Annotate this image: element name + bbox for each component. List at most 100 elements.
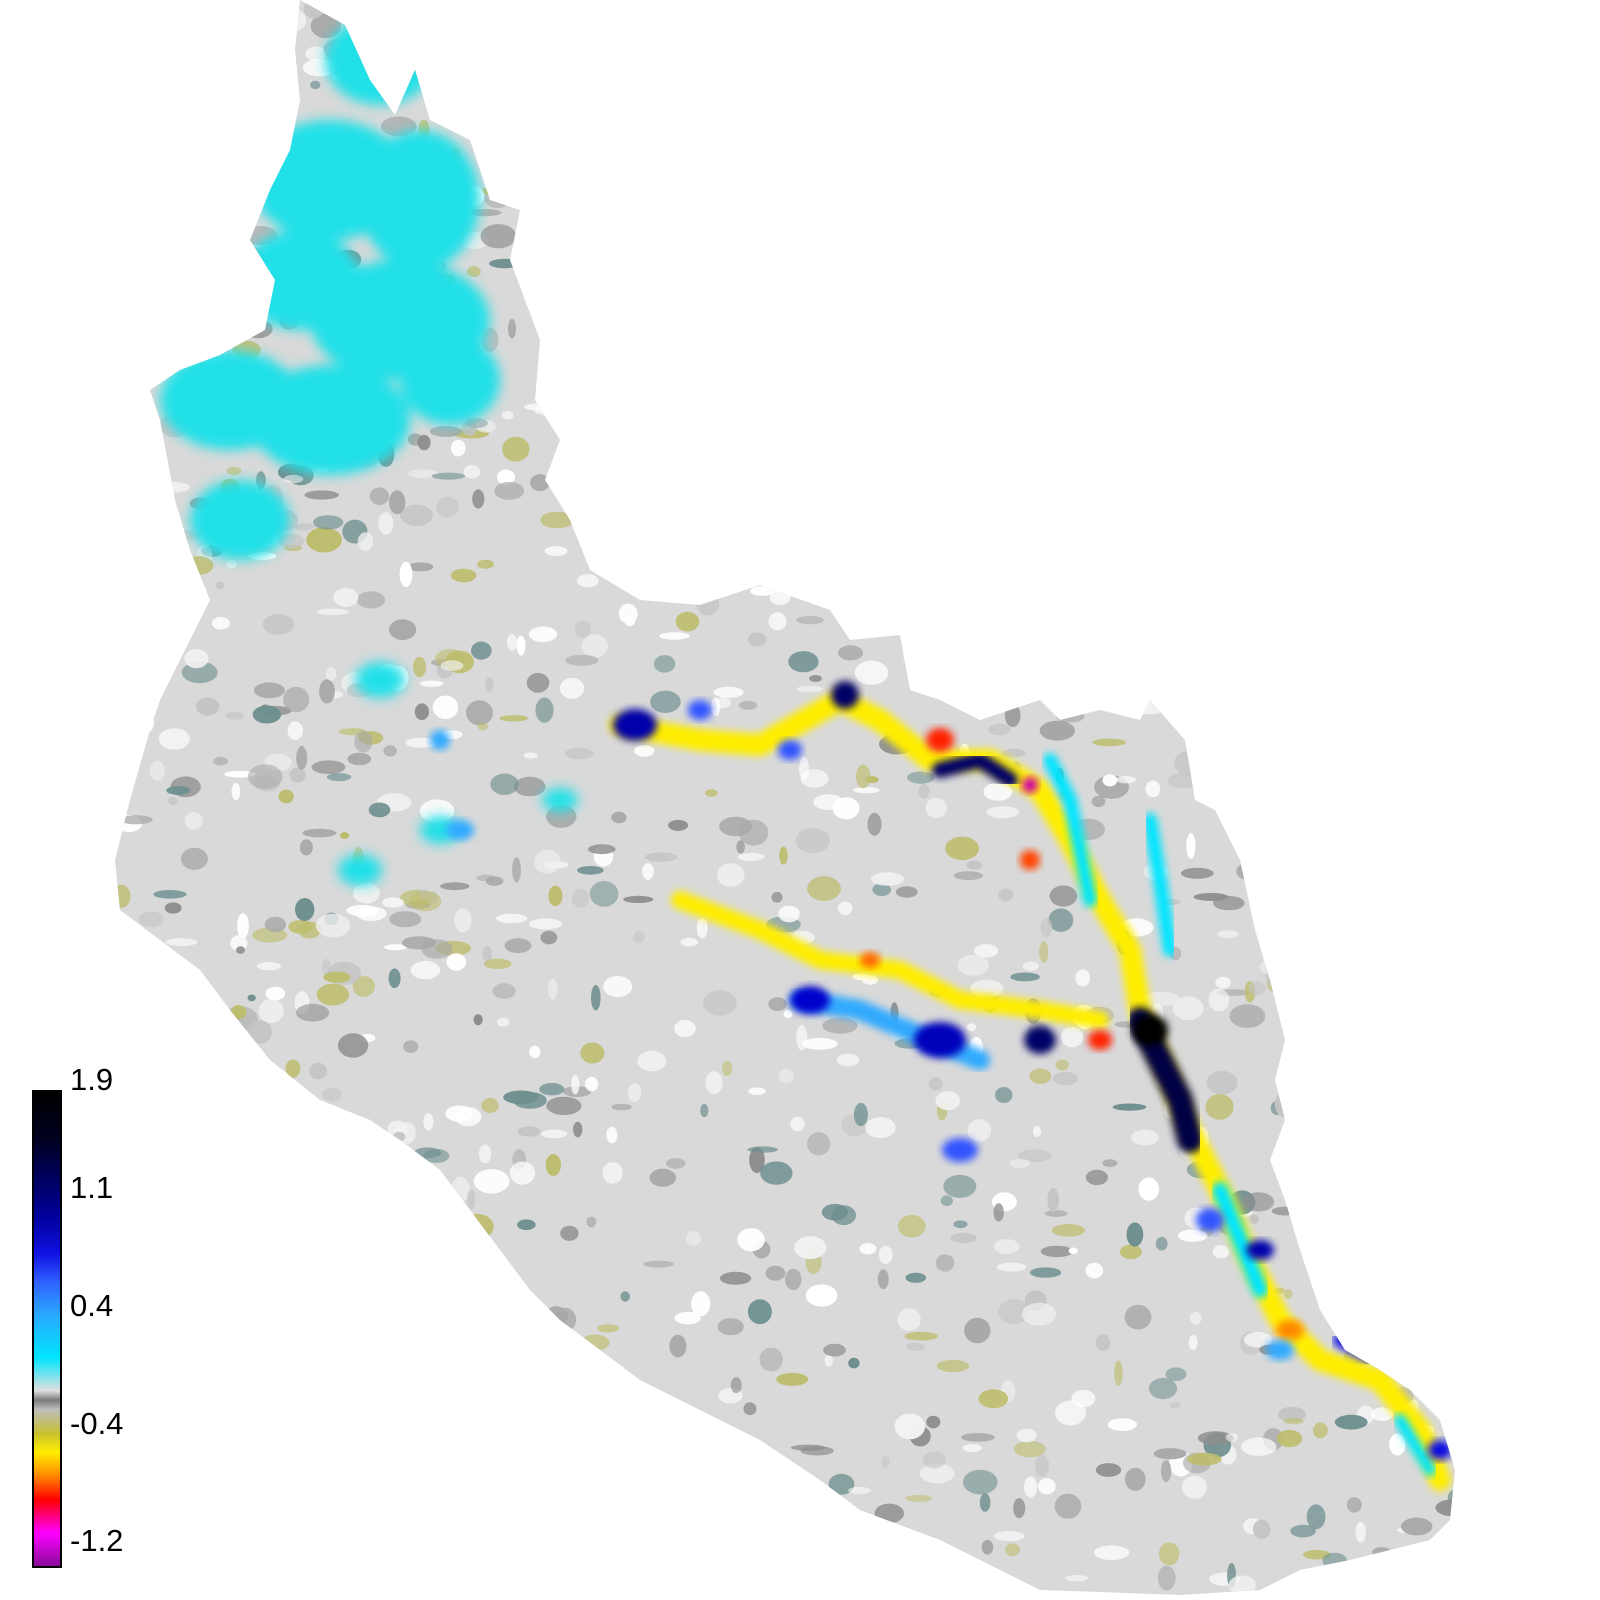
- texture-blob: [264, 916, 287, 933]
- texture-blob: [728, 1588, 761, 1595]
- texture-blob: [216, 1261, 250, 1275]
- texture-blob: [296, 745, 308, 770]
- texture-blob: [655, 1461, 679, 1487]
- texture-blob: [1398, 511, 1420, 528]
- texture-blob: [1433, 15, 1455, 36]
- texture-blob: [1195, 226, 1211, 244]
- texture-blob: [666, 1158, 686, 1169]
- texture-blob: [922, 1451, 946, 1469]
- texture-blob: [624, 102, 657, 117]
- texture-blob: [597, 1324, 620, 1333]
- texture-blob: [853, 1102, 868, 1127]
- texture-blob: [115, 1268, 134, 1276]
- texture-blob: [461, 33, 478, 56]
- texture-blob: [138, 911, 164, 927]
- texture-blob: [1075, 550, 1107, 571]
- colorbar-tick-low: -0.4: [70, 1406, 124, 1441]
- texture-blob: [1284, 391, 1314, 409]
- texture-blob: [914, 315, 924, 323]
- texture-blob: [1157, 1565, 1176, 1591]
- cyan-upland-layer: [160, 15, 578, 886]
- texture-blob: [809, 675, 822, 682]
- texture-blob: [1246, 70, 1281, 78]
- texture-blob: [1108, 273, 1137, 280]
- texture-blob: [1401, 1517, 1433, 1536]
- texture-blob: [1331, 817, 1351, 828]
- texture-blob: [254, 1300, 279, 1309]
- texture-blob: [382, 897, 405, 908]
- texture-blob: [1326, 1098, 1359, 1113]
- texture-blob: [205, 1177, 223, 1195]
- texture-blob: [1463, 1046, 1477, 1065]
- texture-blob: [878, 1246, 893, 1264]
- texture-blob: [1297, 742, 1317, 754]
- texture-blob: [544, 546, 568, 556]
- texture-blob: [119, 815, 153, 825]
- texture-blob: [564, 747, 594, 760]
- texture-blob: [123, 1283, 159, 1301]
- texture-blob: [778, 1068, 794, 1084]
- texture-blob: [540, 511, 574, 529]
- texture-blob: [643, 1260, 674, 1268]
- texture-blob: [308, 1377, 329, 1392]
- texture-blob: [1212, 1245, 1230, 1259]
- texture-blob: [1021, 472, 1057, 487]
- texture-blob: [1119, 1244, 1142, 1260]
- texture-blob: [1001, 748, 1026, 758]
- texture-blob: [321, 1274, 333, 1288]
- texture-blob: [925, 797, 947, 819]
- texture-blob: [853, 787, 880, 794]
- texture-blob: [1437, 1031, 1455, 1053]
- texture-blob: [398, 1424, 408, 1442]
- texture-blob: [1290, 718, 1300, 744]
- texture-blob: [717, 863, 745, 887]
- texture-blob: [263, 1231, 288, 1245]
- texture-blob: [294, 1213, 316, 1234]
- texture-blob: [277, 8, 307, 33]
- texture-blob: [1265, 458, 1297, 468]
- texture-blob: [988, 723, 1011, 736]
- texture-blob: [849, 179, 863, 202]
- texture-blob: [674, 1019, 696, 1038]
- colorbar-tick-high: 1.1: [70, 1170, 114, 1205]
- texture-blob: [1381, 263, 1401, 275]
- texture-blob: [215, 325, 236, 335]
- texture-blob: [799, 381, 809, 391]
- texture-blob: [603, 975, 633, 998]
- texture-blob: [542, 1352, 561, 1378]
- texture-blob: [643, 1542, 679, 1565]
- texture-blob: [1143, 991, 1180, 1007]
- texture-blob: [1295, 277, 1331, 295]
- texture-blob: [827, 445, 845, 462]
- texture-blob: [1283, 1417, 1304, 1425]
- texture-blob: [951, 369, 982, 389]
- texture-blob: [768, 997, 787, 1011]
- texture-blob: [207, 1001, 220, 1018]
- texture-blob: [135, 1016, 169, 1036]
- texture-blob: [503, 1090, 539, 1105]
- texture-blob: [1389, 1433, 1406, 1456]
- texture-blob: [705, 789, 718, 797]
- texture-blob: [737, 852, 765, 861]
- texture-blob: [418, 1171, 435, 1196]
- texture-blob: [1150, 302, 1176, 316]
- texture-blob: [743, 1402, 757, 1416]
- texture-blob: [723, 140, 758, 161]
- texture-blob: [413, 1147, 442, 1159]
- texture-blob: [628, 1083, 642, 1103]
- texture-blob: [602, 1162, 623, 1184]
- texture-blob: [169, 1476, 203, 1491]
- texture-blob: [130, 535, 143, 553]
- texture-blob: [326, 773, 352, 782]
- texture-blob: [138, 712, 154, 734]
- texture-blob: [700, 1104, 709, 1118]
- texture-blob: [1290, 1104, 1300, 1125]
- texture-blob: [545, 1154, 561, 1176]
- texture-blob: [1261, 750, 1292, 763]
- texture-blob: [294, 1469, 305, 1489]
- texture-blob: [831, 1205, 856, 1226]
- texture-blob: [732, 1552, 756, 1562]
- texture-blob: [207, 171, 221, 179]
- texture-blob: [550, 1387, 565, 1398]
- texture-blob: [1106, 319, 1129, 331]
